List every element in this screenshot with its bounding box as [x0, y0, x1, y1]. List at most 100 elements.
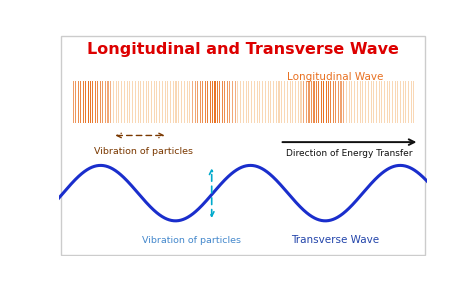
- Bar: [379, 81, 380, 123]
- Bar: [192, 81, 193, 123]
- Bar: [368, 81, 369, 123]
- Bar: [240, 81, 241, 123]
- Bar: [321, 81, 322, 123]
- Bar: [162, 81, 163, 123]
- Bar: [413, 81, 414, 123]
- Bar: [108, 81, 109, 123]
- Bar: [354, 81, 355, 123]
- Bar: [397, 81, 398, 123]
- Bar: [210, 81, 211, 123]
- Bar: [97, 81, 98, 123]
- Bar: [343, 81, 344, 123]
- Bar: [259, 81, 260, 123]
- Bar: [217, 81, 218, 123]
- Bar: [237, 81, 238, 123]
- Bar: [164, 81, 165, 123]
- Bar: [156, 81, 157, 123]
- Bar: [276, 81, 277, 123]
- Bar: [340, 81, 342, 123]
- Bar: [129, 81, 130, 123]
- Bar: [338, 81, 339, 123]
- Bar: [224, 81, 225, 123]
- Bar: [200, 81, 201, 123]
- Bar: [267, 81, 269, 123]
- Bar: [73, 81, 74, 123]
- Bar: [82, 81, 84, 123]
- Bar: [205, 81, 206, 123]
- Bar: [270, 81, 271, 123]
- Bar: [384, 81, 385, 123]
- Bar: [195, 81, 196, 123]
- Bar: [78, 81, 79, 123]
- Text: Vibration of particles: Vibration of particles: [94, 147, 193, 156]
- Bar: [80, 81, 82, 123]
- Bar: [265, 81, 266, 123]
- Bar: [287, 81, 288, 123]
- Bar: [248, 81, 249, 123]
- Bar: [395, 81, 396, 123]
- Bar: [232, 81, 233, 123]
- Bar: [402, 81, 404, 123]
- Bar: [262, 81, 263, 123]
- Bar: [135, 81, 136, 123]
- Bar: [303, 81, 304, 123]
- Bar: [127, 81, 128, 123]
- Bar: [387, 81, 388, 123]
- Bar: [113, 81, 114, 123]
- Bar: [330, 81, 331, 123]
- Bar: [243, 81, 244, 123]
- Bar: [214, 81, 216, 123]
- Bar: [212, 81, 213, 123]
- Bar: [121, 81, 122, 123]
- Bar: [132, 81, 133, 123]
- Bar: [229, 81, 230, 123]
- Bar: [124, 81, 125, 123]
- Bar: [118, 81, 119, 123]
- Bar: [290, 81, 291, 123]
- Text: Longitudinal Wave: Longitudinal Wave: [287, 72, 383, 82]
- Bar: [333, 81, 334, 123]
- Bar: [273, 81, 274, 123]
- Bar: [95, 81, 96, 123]
- Bar: [298, 81, 299, 123]
- Bar: [184, 81, 185, 123]
- Bar: [389, 81, 391, 123]
- Bar: [189, 81, 191, 123]
- Bar: [311, 81, 312, 123]
- Bar: [362, 81, 364, 123]
- Bar: [392, 81, 393, 123]
- Bar: [309, 81, 310, 123]
- Bar: [251, 81, 252, 123]
- Bar: [348, 81, 350, 123]
- Bar: [202, 81, 203, 123]
- Bar: [90, 81, 91, 123]
- Bar: [143, 81, 144, 123]
- Bar: [400, 81, 401, 123]
- Bar: [178, 81, 179, 123]
- Bar: [351, 81, 352, 123]
- Text: Transverse Wave: Transverse Wave: [291, 235, 379, 245]
- Bar: [281, 81, 283, 123]
- FancyBboxPatch shape: [61, 36, 425, 255]
- Bar: [306, 81, 307, 123]
- Bar: [110, 81, 111, 123]
- Bar: [227, 81, 228, 123]
- Bar: [410, 81, 411, 123]
- Bar: [313, 81, 315, 123]
- Bar: [357, 81, 358, 123]
- Bar: [92, 81, 93, 123]
- Bar: [335, 81, 337, 123]
- Bar: [326, 81, 327, 123]
- Bar: [146, 81, 147, 123]
- Bar: [256, 81, 258, 123]
- Bar: [278, 81, 280, 123]
- Bar: [154, 81, 155, 123]
- Bar: [222, 81, 223, 123]
- Bar: [197, 81, 198, 123]
- Bar: [116, 81, 117, 123]
- Bar: [360, 81, 361, 123]
- Bar: [219, 81, 220, 123]
- Bar: [328, 81, 329, 123]
- Bar: [235, 81, 236, 123]
- Bar: [148, 81, 149, 123]
